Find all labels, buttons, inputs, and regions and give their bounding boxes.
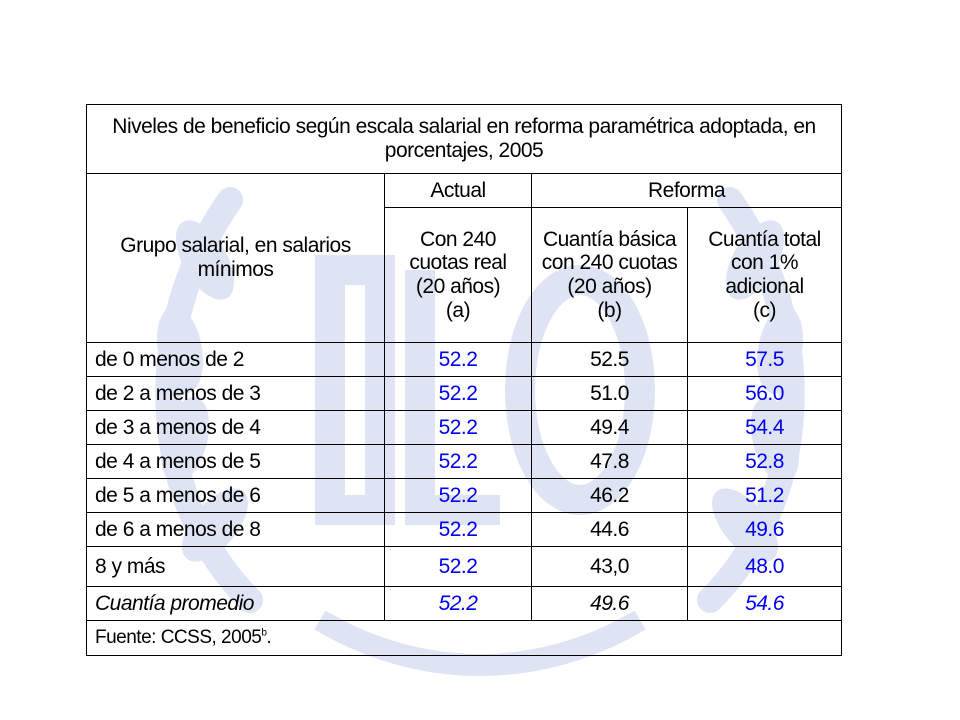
average-c-cell: 54.6 [686,586,843,621]
benefit-levels-table: Niveles de beneficio según escala salari… [85,104,843,656]
average-label-cell: Cuantía promedio [86,586,385,621]
group-cell: de 6 a menos de 8 [86,512,385,547]
value-c-cell: 57.5 [686,342,843,377]
col-b-header-line: con 240 cuotas [541,251,678,275]
group-cell: 8 y más [86,546,385,587]
average-row: Cuantía promedio 52.2 49.6 54.6 [86,586,843,621]
actual-header: Actual [384,173,532,208]
group-header: Grupo salarial, en salarios mínimos [86,173,385,343]
col-c-header-line: Cuantía total [708,227,821,251]
col-c-header-line: adicional [725,275,804,298]
value-b-cell: 49.4 [531,410,688,445]
source-note: Fuente: CCSS, 2005b. [85,620,843,656]
value-a-cell: 52.2 [384,410,532,445]
average-b-cell: 49.6 [531,586,688,621]
group-cell: de 2 a menos de 3 [86,376,385,411]
table-row: de 2 a menos de 3 52.2 51.0 56.0 [86,376,843,411]
col-b-header-line: (20 años) [567,275,652,298]
value-b-cell: 44.6 [531,512,688,547]
col-a-header: Con 240 cuotas real (20 años) (a) [384,207,532,343]
value-c-cell: 48.0 [686,546,843,587]
value-b-cell: 51.0 [531,376,688,411]
col-a-header-line: cuotas real [409,251,507,275]
source-end: . [266,627,272,649]
table-row: de 3 a menos de 4 52.2 49.4 54.4 [86,410,843,445]
table-row: de 5 a menos de 6 52.2 46.2 51.2 [86,478,843,513]
value-c-cell: 52.8 [686,444,843,479]
value-c-cell: 51.2 [686,478,843,513]
col-c-header: Cuantía total con 1% adicional (c) [686,207,843,343]
value-b-cell: 43,0 [531,546,688,587]
value-a-cell: 52.2 [384,444,532,479]
value-a-cell: 52.2 [384,376,532,411]
value-a-cell: 52.2 [384,478,532,513]
value-a-cell: 52.2 [384,546,532,587]
value-a-cell: 52.2 [384,342,532,377]
value-b-cell: 46.2 [531,478,688,513]
average-a-cell: 52.2 [384,586,532,621]
col-c-header-line: con 1% [731,251,799,275]
table-row: 8 y más 52.2 43,0 48.0 [86,546,843,587]
col-a-header-line: (20 años) [415,275,501,298]
value-c-cell: 56.0 [686,376,843,411]
source-text: Fuente: CCSS, 2005 [95,627,262,649]
value-c-cell: 54.4 [686,410,843,445]
col-a-header-line: (a) [445,298,471,322]
group-cell: de 0 menos de 2 [86,342,385,377]
value-b-cell: 47.8 [531,444,688,479]
source-footnote-marker: b [261,627,267,639]
value-c-cell: 49.6 [686,512,843,547]
reforma-header: Reforma [530,173,843,208]
value-a-cell: 52.2 [384,512,532,547]
group-cell: de 5 a menos de 6 [86,478,385,513]
table-row: de 4 a menos de 5 52.2 47.8 52.8 [86,444,843,479]
col-b-header-line: Cuantía básica [542,227,677,251]
value-b-cell: 52.5 [531,342,688,377]
table-title: Niveles de beneficio según escala salari… [85,104,843,174]
col-c-header-line: (c) [753,298,777,322]
group-cell: de 4 a menos de 5 [86,444,385,479]
group-cell: de 3 a menos de 4 [86,410,385,445]
col-a-header-line: Con 240 [420,227,496,251]
table-row: de 6 a menos de 8 52.2 44.6 49.6 [86,512,843,547]
col-b-header: Cuantía básica con 240 cuotas (20 años) … [531,207,688,343]
table-row: de 0 menos de 2 52.2 52.5 57.5 [86,342,843,377]
col-b-header-line: (b) [597,298,622,322]
